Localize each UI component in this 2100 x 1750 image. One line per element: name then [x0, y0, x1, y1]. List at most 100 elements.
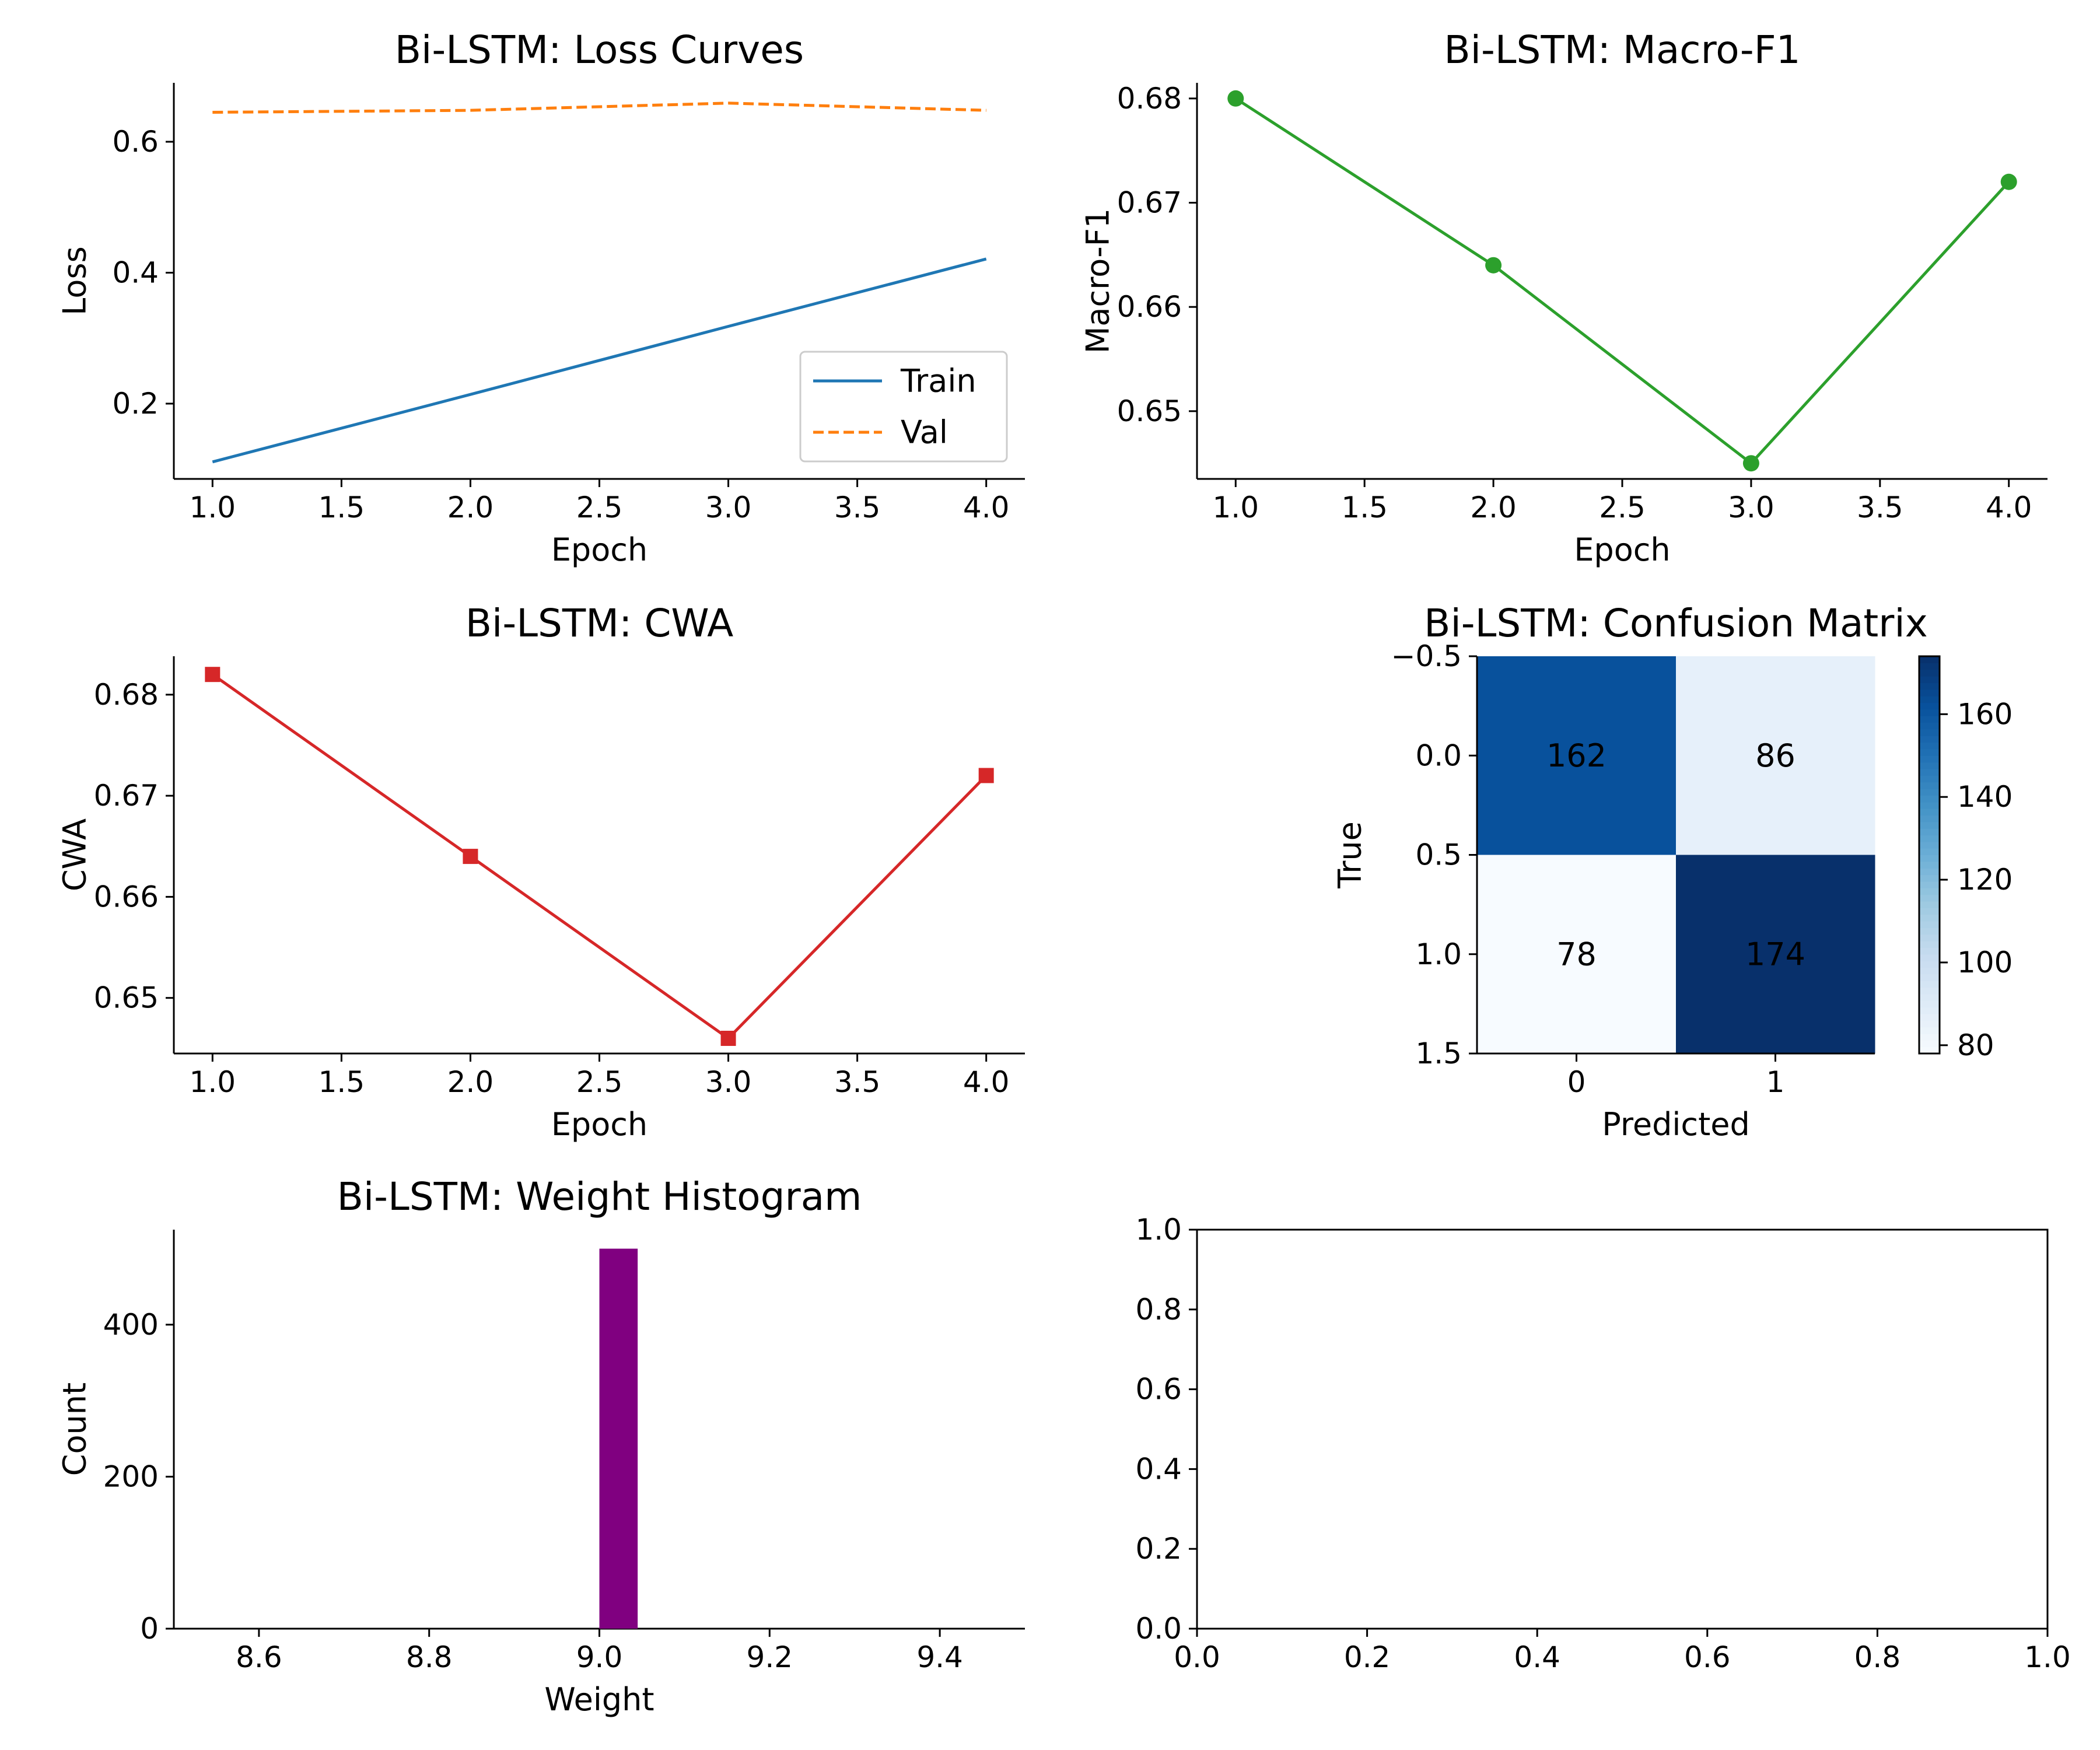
x-tick-label: 3.5 — [834, 1065, 881, 1099]
colorbar-segment — [1919, 861, 1940, 869]
legend-box — [799, 351, 1008, 463]
colorbar-segment — [1919, 993, 1940, 1001]
x-tick-label: 1.5 — [318, 491, 365, 524]
x-tick-label: 1 — [1766, 1065, 1785, 1099]
x-tick-label: 3.0 — [705, 491, 752, 524]
colorbar-segment — [1919, 1000, 1940, 1008]
colorbar-segment — [1919, 1033, 1940, 1041]
y-tick-label: 0.6 — [1135, 1373, 1182, 1406]
colorbar-segment — [1919, 663, 1940, 670]
colorbar-segment — [1919, 921, 1940, 928]
colorbar-segment — [1919, 669, 1940, 677]
x-tick-label: 3.5 — [834, 491, 881, 524]
colorbar: 80 100 120 140 160 — [1918, 655, 2013, 1062]
chart-title: Bi-LSTM: CWA — [466, 601, 733, 646]
x-tick-label: 1.5 — [1341, 491, 1388, 524]
colorbar-segment — [1919, 835, 1940, 842]
colorbar-tick-label: 160 — [1957, 697, 2013, 731]
colorbar-segment — [1919, 914, 1940, 922]
y-tick-label: 0.65 — [1117, 394, 1182, 428]
colorbar-segment — [1919, 782, 1940, 789]
chart-loss: 1.0 1.5 2.0 2.5 3.0 3.5 4.0 0.2 0.4 0.6 Bi-LSTM: L… — [57, 27, 1025, 568]
colorbar-segment — [1919, 828, 1940, 836]
y-tick-label: 200 — [103, 1460, 159, 1493]
x-tick-label: 4.0 — [963, 491, 1010, 524]
colorbar-segment — [1919, 676, 1940, 683]
x-tick-label: 8.8 — [406, 1640, 453, 1674]
x-tick-label: 9.4 — [916, 1640, 963, 1674]
colorbar-segment — [1919, 729, 1940, 736]
colorbar-segment — [1919, 742, 1940, 750]
colorbar-segment — [1919, 928, 1940, 935]
y-tick-label: 0.68 — [1117, 82, 1182, 116]
chart-title: Bi-LSTM: Weight Histogram — [337, 1174, 862, 1219]
y-tick-label: 0.2 — [112, 387, 159, 421]
data-point — [1485, 257, 1502, 274]
x-tick-label: 1.0 — [2024, 1640, 2071, 1674]
y-tick-label: 0.8 — [1135, 1293, 1182, 1326]
colorbar-segment — [1919, 967, 1940, 975]
colorbar-segment — [1919, 855, 1940, 862]
x-tick-label: 0 — [1567, 1065, 1586, 1099]
series-line-0 — [1234, 97, 2010, 465]
y-tick-label: 0.0 — [1415, 738, 1462, 772]
y-tick-label: 0.65 — [94, 981, 159, 1015]
colorbar-tick-label: 100 — [1957, 946, 2013, 979]
series-line-train — [212, 257, 987, 464]
x-tick-label: 2.0 — [447, 1065, 494, 1099]
colorbar-segment — [1919, 947, 1940, 955]
x-tick-label: 8.6 — [236, 1640, 282, 1674]
colorbar-segment — [1919, 934, 1940, 942]
x-tick-label: 0.2 — [1344, 1640, 1391, 1674]
colorbar-segment — [1919, 762, 1940, 769]
cell-value: 162 — [1546, 737, 1606, 774]
colorbar-segment — [1919, 954, 1940, 961]
x-tick-label: 0.4 — [1514, 1640, 1560, 1674]
cell-value: 78 — [1556, 936, 1597, 972]
x-tick-label: 3.5 — [1857, 491, 1903, 524]
y-tick-label: −0.5 — [1391, 639, 1462, 673]
series-line-val — [212, 102, 986, 114]
colorbar-segment — [1919, 775, 1940, 783]
data-point — [1227, 90, 1244, 107]
x-tick-label: 2.5 — [576, 1065, 623, 1099]
x-tick-label: 2.5 — [1599, 491, 1646, 524]
data-point — [978, 768, 994, 783]
chart-cwa: 1.0 1.5 2.0 2.5 3.0 3.5 4.0 0.65 0.66 0.67 0.68 Bi-… — [57, 601, 1025, 1143]
colorbar-tick-label: 80 — [1957, 1028, 1994, 1062]
colorbar-segment — [1919, 689, 1940, 696]
data-point — [205, 667, 220, 682]
colorbar-segment — [1919, 789, 1940, 796]
colorbar-segment — [1919, 1020, 1940, 1028]
legend-label-val: Val — [901, 414, 948, 451]
colorbar-segment — [1919, 755, 1940, 763]
chart-hist: 8.6 8.8 9.0 9.2 9.4 0 200 400 Bi-LSTM: Weight Hi… — [57, 1174, 1025, 1718]
colorbar-segment — [1919, 768, 1940, 776]
x-axis-label: Epoch — [551, 531, 648, 568]
colorbar-segment — [1919, 1027, 1940, 1034]
colorbar-segment — [1919, 894, 1940, 902]
colorbar-segment — [1919, 702, 1940, 710]
colorbar-tick-label: 140 — [1957, 780, 2013, 814]
y-tick-label: 1.5 — [1415, 1037, 1462, 1070]
x-axis-label: Predicted — [1602, 1106, 1750, 1143]
y-tick-label: 0.68 — [94, 678, 159, 712]
colorbar-frame — [1918, 655, 1941, 1055]
colorbar-tick-label: 120 — [1957, 863, 2013, 897]
y-tick-label: 0 — [140, 1612, 159, 1646]
colorbar-segment — [1919, 881, 1940, 888]
y-tick-label: 0.4 — [1135, 1452, 1182, 1486]
x-axis-label: Epoch — [1574, 531, 1670, 568]
colorbar-segment — [1919, 901, 1940, 908]
y-axis-label: CWA — [57, 818, 93, 891]
heatmap-cell — [1676, 855, 1875, 1054]
colorbar-segment — [1919, 815, 1940, 822]
data-point — [1742, 455, 1759, 472]
y-axis-label: True — [1332, 821, 1368, 889]
colorbar-segment — [1919, 696, 1940, 704]
colorbar-segment — [1919, 748, 1940, 756]
series-line-0 — [211, 673, 988, 1040]
data-point — [2000, 173, 2017, 190]
colorbar-segment — [1919, 682, 1940, 690]
x-tick-label: 1.0 — [190, 1065, 236, 1099]
